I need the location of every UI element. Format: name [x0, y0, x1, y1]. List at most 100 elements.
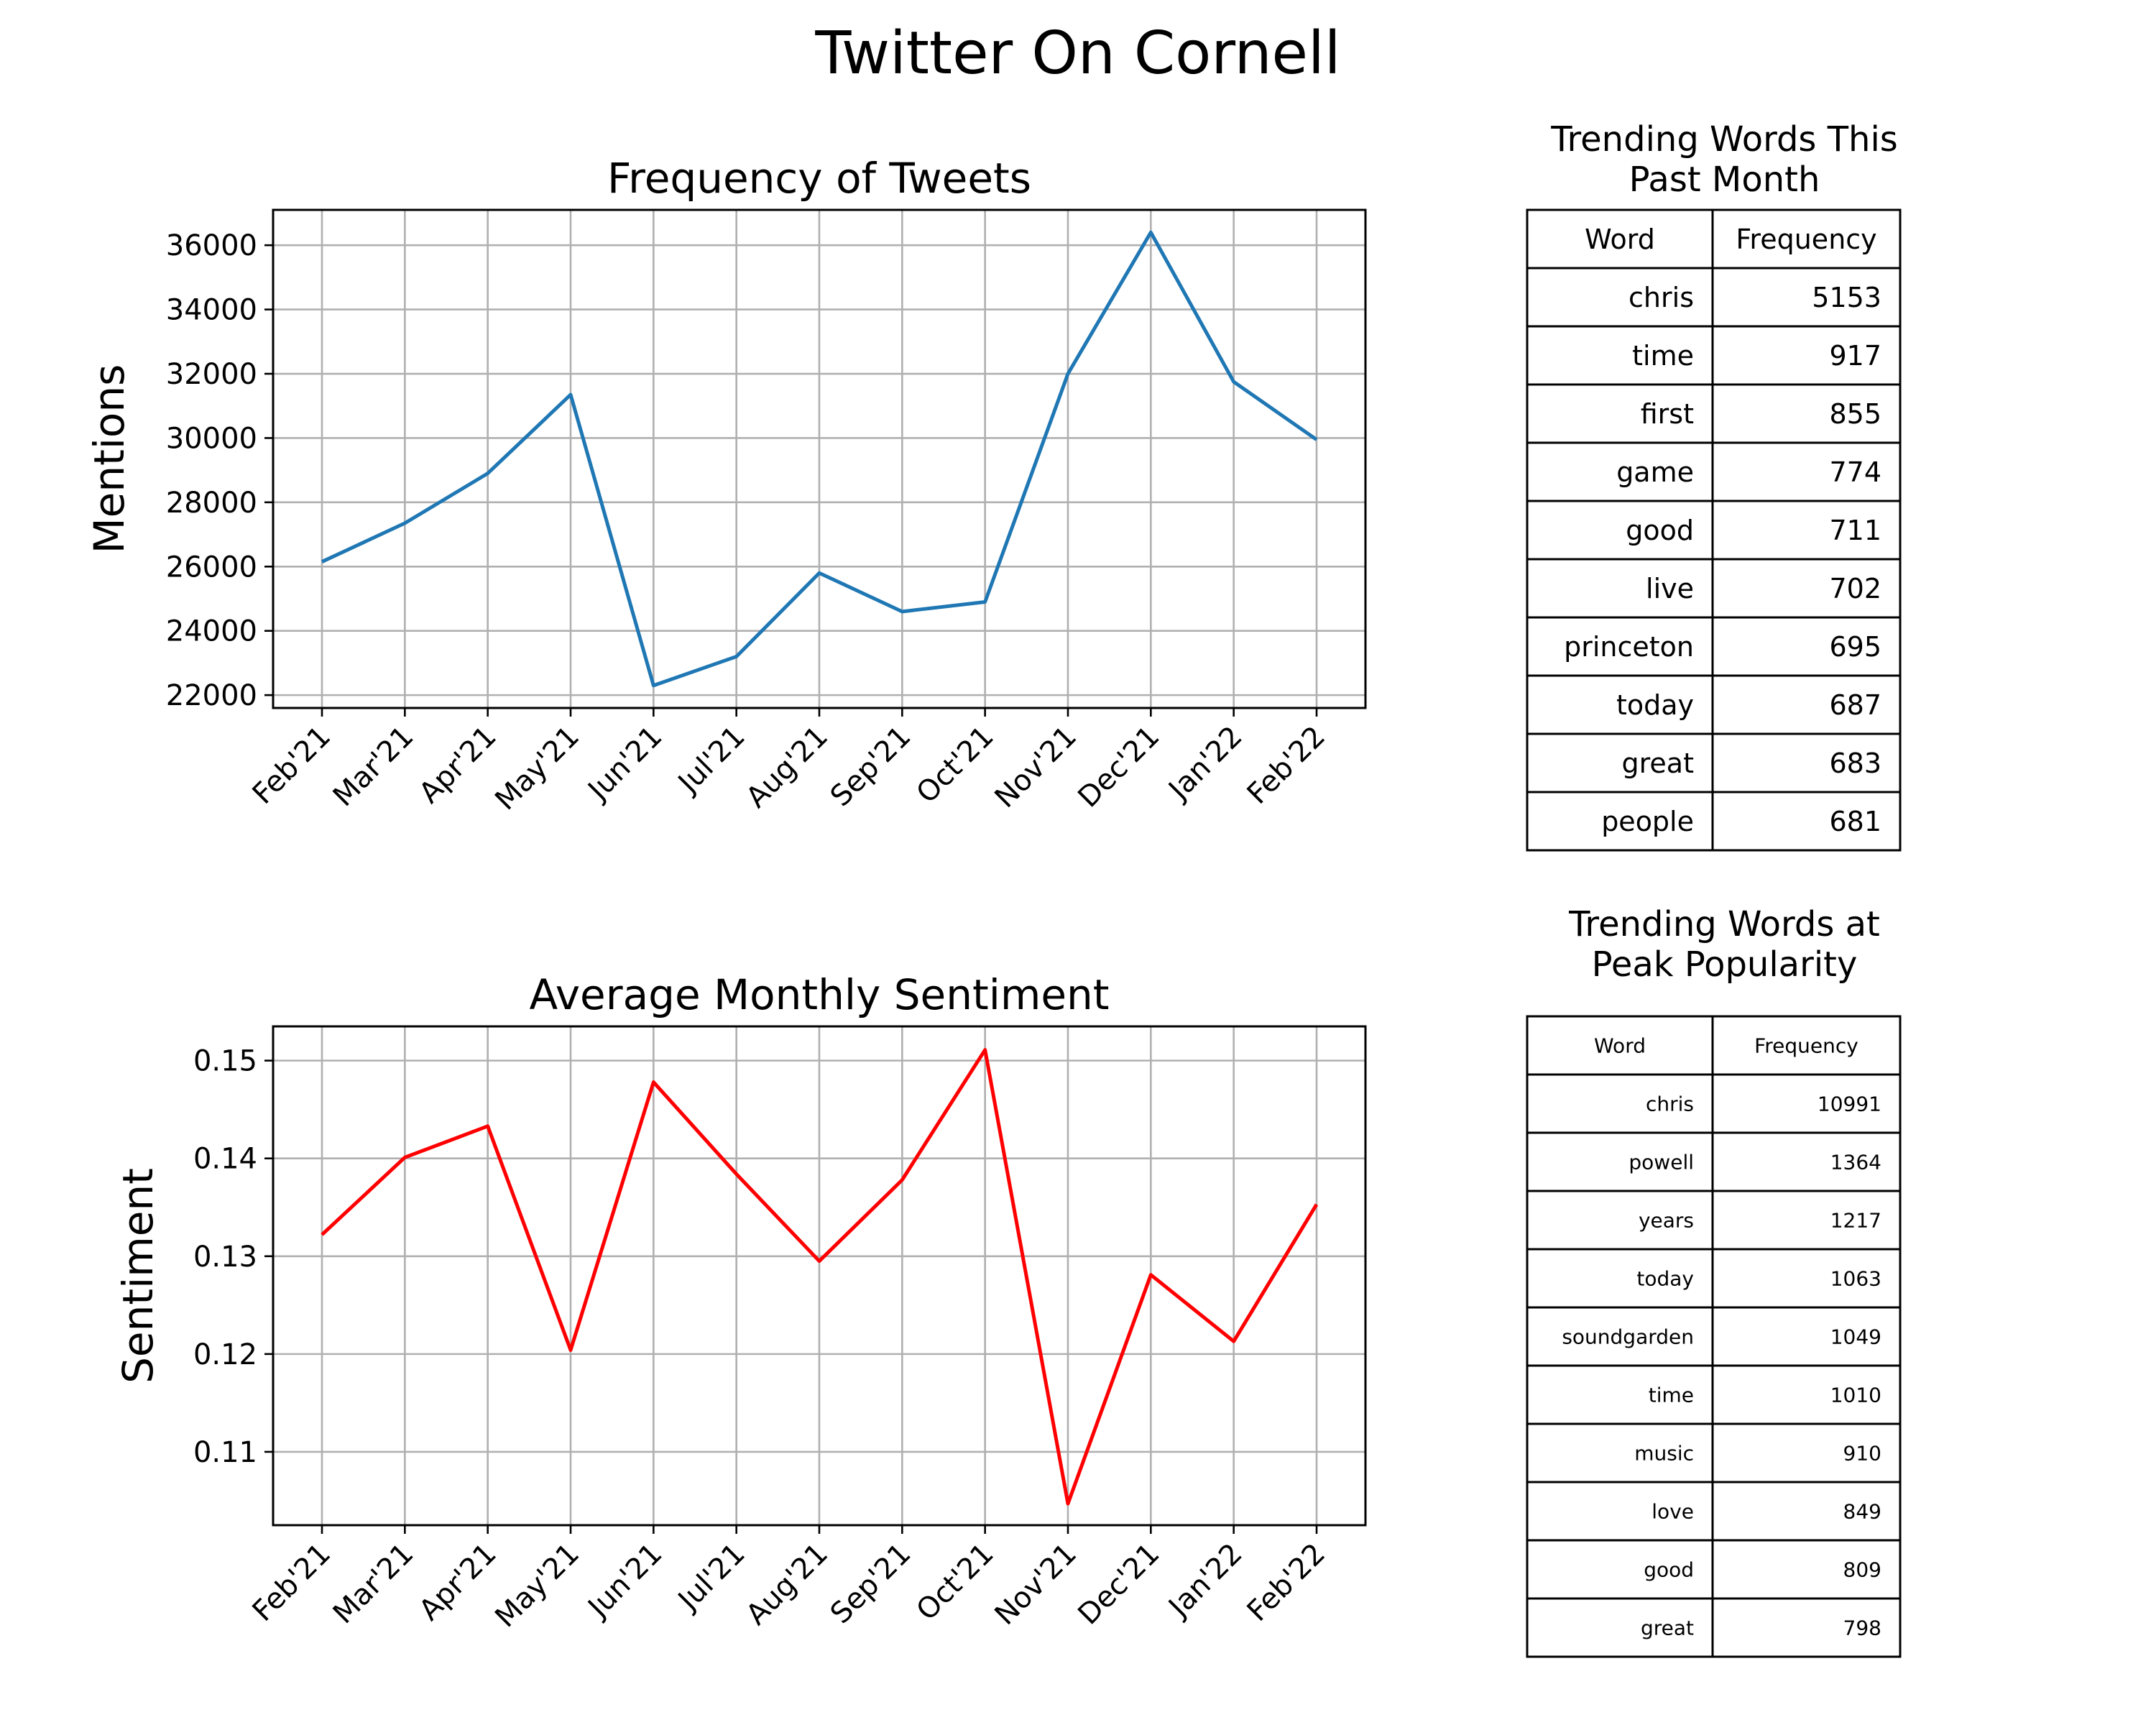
data-point: [486, 472, 490, 476]
table-cell: [1526, 208, 1714, 270]
data-point: [817, 571, 821, 575]
table-cell-word: great: [1622, 748, 1694, 779]
x-tick-label: Oct'21: [911, 1537, 1000, 1627]
data-point: [900, 1178, 904, 1182]
x-tick-label: Jan'22: [1161, 720, 1249, 808]
table-cell: [1711, 616, 1902, 677]
table-cell-frequency: 702: [1829, 573, 1881, 604]
table-cell: [1526, 1190, 1714, 1251]
table-row: first 855: [1526, 383, 1902, 444]
table-cell-word: today: [1616, 689, 1694, 721]
x-tick-label: Nov'21: [989, 720, 1083, 814]
x-tick-label: Mar'21: [327, 1537, 420, 1631]
data-point: [983, 1048, 987, 1052]
table-row: today 1063: [1526, 1248, 1902, 1309]
data-point: [651, 1080, 655, 1085]
table-cell: [1711, 267, 1902, 328]
x-tick-label: May'21: [489, 1537, 586, 1634]
table-row: love 849: [1526, 1481, 1902, 1542]
table-cell: [1526, 732, 1714, 794]
table-cell-word: princeton: [1564, 631, 1694, 663]
y-tick-label: 0.12: [193, 1338, 257, 1371]
table-cell-frequency: 855: [1829, 398, 1881, 430]
x-tick-label: Jun'21: [581, 1537, 669, 1626]
line-chart-2: Average Monthly Sentiment 0.11 0.12 0.13 0.1…: [114, 970, 1367, 1634]
table-cell-word: music: [1634, 1442, 1694, 1466]
table-cell: [1526, 1306, 1714, 1367]
data-point: [320, 1233, 324, 1237]
table-cell-frequency: 687: [1829, 689, 1881, 721]
data-point: [1314, 1202, 1319, 1207]
data-point: [900, 610, 904, 614]
table-cell-word: good: [1626, 515, 1694, 546]
table-cell-frequency: 917: [1829, 340, 1881, 372]
table-cell: [1711, 1131, 1902, 1192]
table-cell-word: good: [1644, 1558, 1694, 1582]
table-cell-word: chris: [1628, 282, 1694, 313]
table-cell-frequency: 711: [1829, 515, 1881, 546]
data-point: [1232, 1339, 1236, 1343]
table-title: Past Month: [1629, 160, 1820, 200]
table-row: soundgarden 1049: [1526, 1306, 1902, 1367]
table-cell-frequency: 5153: [1812, 282, 1881, 313]
data-point: [1066, 372, 1070, 376]
table-cell-word: chris: [1646, 1092, 1694, 1116]
table-cell: [1526, 441, 1714, 502]
data-point: [1232, 380, 1236, 384]
table-cell: [1526, 500, 1714, 561]
table-row: game 774: [1526, 441, 1902, 502]
table-cell: [1526, 1539, 1714, 1600]
table-header-row: Word Frequency: [1526, 1015, 1902, 1076]
table-cell-frequency: 809: [1843, 1558, 1881, 1582]
series-line: [321, 230, 1318, 688]
x-tick-label: Jul'21: [671, 1537, 752, 1619]
table-row: today 687: [1526, 674, 1902, 735]
table-row: time 1010: [1526, 1364, 1902, 1425]
table-row: powell 1364: [1526, 1131, 1902, 1192]
table-row: chris 5153: [1526, 267, 1902, 328]
y-tick-label: 26000: [166, 551, 257, 584]
table-row: people 681: [1526, 791, 1902, 852]
table-row: chris 10991: [1526, 1073, 1902, 1134]
data-point: [402, 1155, 407, 1159]
table-cell-word: powell: [1628, 1151, 1694, 1174]
data-point: [1066, 1501, 1070, 1506]
table-cell-frequency: 681: [1829, 806, 1881, 837]
data-point: [651, 684, 655, 688]
table-cell: [1711, 1248, 1902, 1309]
chart-title: Frequency of Tweets: [607, 154, 1031, 203]
axes-frame: [272, 1025, 1367, 1527]
y-tick-label: 32000: [166, 358, 257, 391]
figure-title: Twitter On Cornell: [814, 19, 1340, 88]
table-cell-frequency: 774: [1829, 456, 1881, 488]
x-tick-label: Sep'21: [824, 720, 918, 814]
table-cell: [1526, 674, 1714, 735]
data-point: [568, 1348, 573, 1352]
table-row: good 711: [1526, 500, 1902, 561]
data-point: [568, 392, 573, 397]
table-cell-word: time: [1632, 340, 1694, 372]
x-tick-label: Jun'21: [581, 720, 669, 809]
table-cell: [1711, 674, 1902, 735]
x-tick-label: Sep'21: [824, 1537, 918, 1631]
table-header-word: Word: [1594, 1034, 1646, 1058]
table-row: years 1217: [1526, 1190, 1902, 1251]
data-point: [1148, 1273, 1153, 1277]
table-row: music 910: [1526, 1422, 1902, 1484]
table-cell: [1711, 500, 1902, 561]
data-point: [402, 521, 407, 525]
x-tick-label: Nov'21: [989, 1537, 1083, 1632]
line-chart-1: Frequency of Tweets 22000 24000 26000 28000 3…: [85, 154, 1367, 816]
table-cell: [1526, 616, 1714, 677]
table-cell-word: today: [1636, 1267, 1694, 1291]
table-cell: [1526, 1597, 1714, 1658]
table-cell-word: great: [1641, 1616, 1694, 1640]
x-tick-label: Feb'22: [1241, 720, 1332, 811]
table-header-word: Word: [1585, 224, 1655, 255]
table-cell-frequency: 695: [1829, 631, 1881, 663]
x-tick-label: Aug'21: [740, 1537, 835, 1632]
table-cell-frequency: 1364: [1830, 1151, 1881, 1174]
table-cell-word: first: [1641, 398, 1694, 430]
table-cell-frequency: 1010: [1830, 1384, 1881, 1407]
data-point: [734, 654, 739, 658]
